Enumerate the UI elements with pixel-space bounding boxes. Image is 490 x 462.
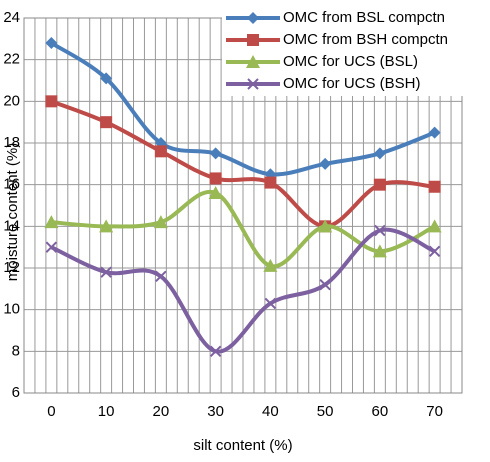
marker (247, 78, 259, 90)
x-tick-label: 40 (262, 403, 279, 420)
marker (373, 178, 386, 191)
x-tick-label: 70 (426, 403, 443, 420)
y-tick-label: 14 (3, 217, 20, 234)
x-tick-label: 50 (317, 403, 334, 420)
marker (318, 219, 333, 233)
marker (374, 224, 386, 237)
marker (264, 297, 277, 310)
marker (264, 176, 277, 189)
marker (373, 147, 386, 160)
marker (44, 215, 59, 229)
marker (428, 126, 441, 139)
legend-bg (222, 8, 490, 30)
marker (100, 72, 113, 85)
marker (100, 116, 113, 129)
grid (23, 17, 463, 394)
legend-label: OMC for UCS (BSL) (283, 53, 418, 70)
marker (209, 172, 222, 185)
marker (372, 244, 387, 258)
y-tick-label: 22 (3, 51, 20, 68)
x-axis-title: silt content (%) (193, 437, 292, 454)
x-tick-label: 20 (153, 403, 170, 420)
y-tick-label: 20 (3, 92, 20, 109)
marker (263, 258, 278, 272)
y-tick-label: 6 (12, 384, 20, 401)
marker (209, 147, 222, 160)
legend-label: OMC from BSH compctn (283, 31, 448, 48)
marker (247, 34, 259, 46)
marker (154, 145, 167, 158)
series-line (50, 99, 435, 229)
legend-bg (222, 52, 490, 74)
marker (208, 186, 223, 199)
marker (153, 215, 168, 229)
series-line (50, 227, 436, 354)
legend-label: OMC for UCS (BSH) (283, 75, 421, 92)
y-tick-label: 12 (3, 259, 20, 276)
marker (45, 95, 58, 108)
marker (100, 266, 112, 278)
marker (209, 345, 222, 358)
marker (427, 219, 442, 233)
marker (45, 241, 58, 253)
marker (428, 245, 441, 258)
marker (428, 180, 441, 193)
series-line (51, 189, 436, 269)
y-tick-label: 8 (12, 342, 20, 359)
x-tick-label: 60 (372, 403, 389, 420)
marker (319, 278, 331, 291)
y-tick-label: 10 (3, 301, 20, 318)
marker (99, 219, 114, 233)
x-tick-label: 30 (207, 403, 224, 420)
legend-label: OMC from BSL compctn (283, 9, 445, 26)
marker (319, 157, 332, 170)
x-tick-label: 0 (47, 403, 55, 420)
y-tick-label: 18 (3, 134, 20, 151)
marker (246, 55, 260, 68)
x-tick-label: 10 (98, 403, 115, 420)
y-axis-title: moisture content (%) (4, 143, 21, 281)
marker (155, 270, 167, 283)
marker (45, 37, 58, 49)
legend-bg (222, 74, 490, 96)
y-tick-label: 16 (3, 176, 20, 193)
y-tick-label: 24 (3, 9, 20, 26)
legend-bg (222, 30, 490, 52)
marker (247, 12, 259, 24)
